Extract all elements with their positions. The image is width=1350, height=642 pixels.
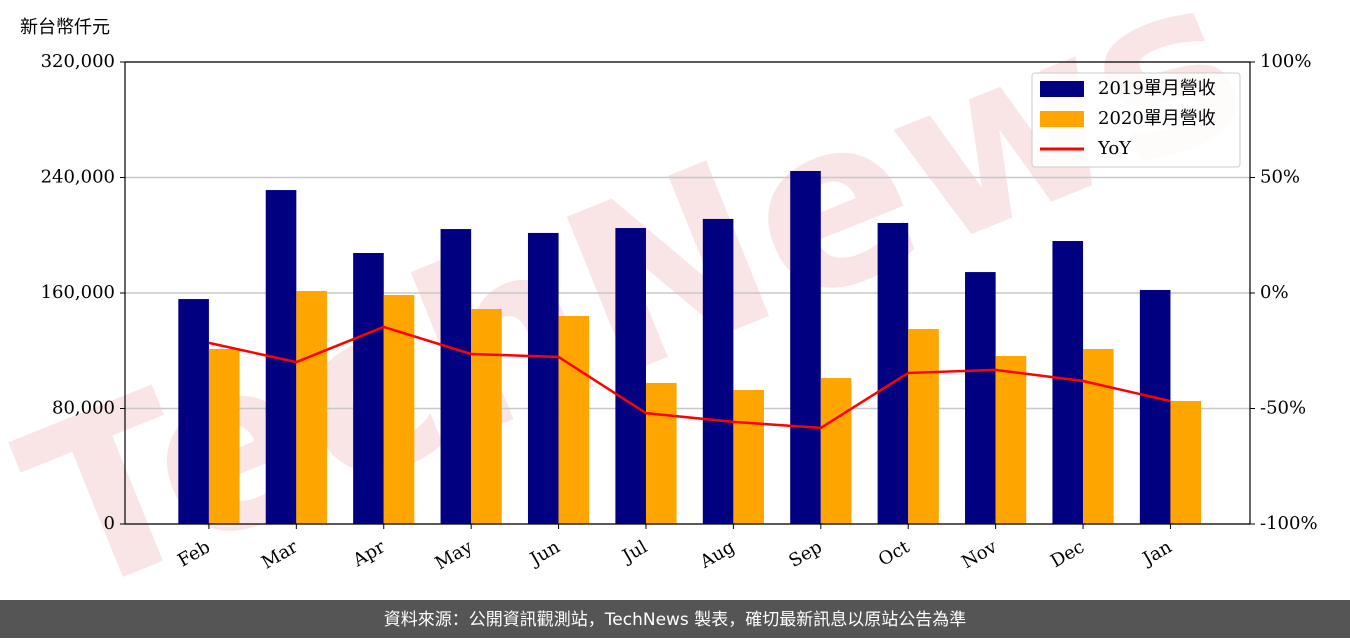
y-tick-label: 80,000 [52,398,115,419]
x-tick-label: Jul [617,536,651,568]
x-tick-label: Oct [875,536,914,571]
bar [790,171,821,525]
y-tick-label: 320,000 [41,51,115,72]
y2-tick-label: -100% [1260,513,1318,534]
bar [353,253,384,524]
bar [995,355,1027,524]
x-tick-label: Jun [525,536,564,571]
bar [702,218,734,525]
bar [733,390,764,524]
bar [383,295,415,524]
y2-tick-label: 100% [1260,51,1311,72]
legend-swatch [1040,81,1084,97]
footer-source: 資料來源：公開資訊觀測站，TechNews 製表，確切最新訊息以原站公告為準 [384,610,966,630]
bar [178,299,209,524]
bar [965,272,996,524]
bar [527,232,559,524]
y-tick-label: 0 [104,513,115,534]
x-tick-label: Sep [785,536,825,571]
bar [296,290,327,524]
bar [820,378,852,524]
x-tick-label: Dec [1047,536,1088,572]
legend-label: 2020單月營收 [1098,108,1216,129]
y2-tick-label: 0% [1260,282,1289,303]
legend-label: YoY [1097,138,1132,159]
bar [615,228,646,524]
y-tick-label: 240,000 [41,167,115,188]
bar [908,328,939,524]
x-tick-label: Nov [958,536,1001,573]
bar [440,229,472,524]
x-tick-label: Jan [1138,536,1176,570]
bar [471,309,502,524]
bar [1052,241,1084,524]
x-tick-label: Aug [696,536,739,573]
plot-layer [178,171,1202,525]
y2-tick-label: -50% [1260,398,1306,419]
x-tick-label: May [432,536,477,574]
bar [1083,349,1114,524]
legend-swatch [1040,111,1084,127]
y-axis-label: 新台幣仟元 [20,17,110,38]
bar [877,222,909,524]
y2-tick-label: 50% [1260,167,1300,188]
bar [1139,289,1171,524]
y-tick-label: 160,000 [41,282,115,303]
bar [208,349,240,524]
legend-label: 2019單月營收 [1098,78,1216,99]
yoy-line [208,325,1171,430]
bar [1170,400,1202,524]
bar [558,315,590,524]
footer-bar [0,600,1350,638]
bar [645,382,677,524]
